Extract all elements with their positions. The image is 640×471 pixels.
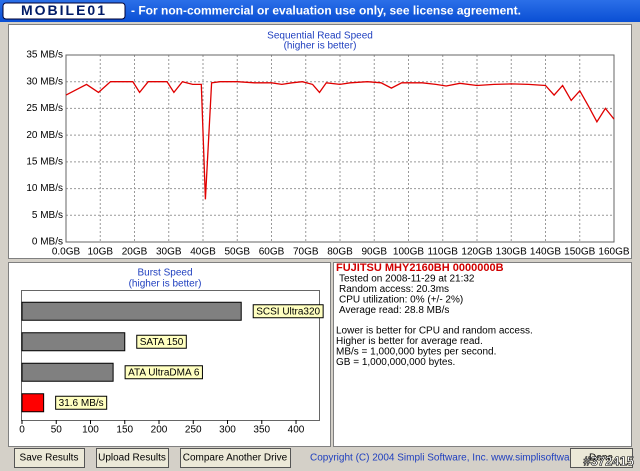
y-tick-label: 25 MB/s (26, 103, 63, 114)
label-box (124, 365, 203, 380)
chart-title: Burst Speed (137, 268, 192, 279)
plot-frame (65, 54, 615, 243)
x-tick-label: 150GB (564, 247, 595, 258)
bar (21, 301, 242, 321)
button[interactable] (570, 448, 633, 468)
logo-box (2, 2, 126, 20)
label-box (252, 304, 324, 319)
x-tick-label: 100 (82, 425, 99, 436)
x-tick-label: 60GB (259, 247, 285, 258)
x-tick-label: 50GB (224, 247, 250, 258)
bar (21, 393, 45, 413)
chart-subtitle: (higher is better) (129, 279, 202, 290)
read-panel (8, 24, 632, 259)
info-line: CPU utilization: 0% (+/- 2%) (339, 295, 463, 306)
info-note: Higher is better for average read. (336, 336, 483, 347)
x-tick-label: 10GB (87, 247, 113, 258)
title-bar (0, 0, 640, 22)
bar (21, 362, 114, 382)
x-tick-label: 110GB (428, 247, 459, 258)
x-tick-label: 150 (116, 425, 133, 436)
logo: MOBILE01 (21, 2, 107, 18)
y-tick-label: 5 MB/s (32, 210, 63, 221)
info-panel (333, 262, 632, 447)
value-label: 31.6 MB/s (59, 398, 104, 409)
x-tick-label: 90GB (361, 247, 387, 258)
x-tick-label: 350 (253, 425, 270, 436)
read-line (65, 80, 615, 200)
info-line: Tested on 2008-11-29 at 21:32 (339, 274, 475, 285)
x-tick-label: 140GB (530, 247, 561, 258)
button-label[interactable]: Upload Results (98, 453, 166, 464)
button[interactable] (96, 448, 169, 468)
window-title: - For non-commercial or evaluation use o… (131, 4, 521, 18)
label-box (136, 334, 187, 349)
y-tick-label: 30 MB/s (26, 76, 63, 87)
x-tick-label: 20GB (122, 247, 148, 258)
y-tick-label: 20 MB/s (26, 130, 63, 141)
info-line: Average read: 28.8 MB/s (339, 305, 449, 316)
chart-title: Sequential Read Speed (267, 31, 373, 42)
x-tick-label: 160GB (598, 247, 629, 258)
x-tick-label: 200 (151, 425, 168, 436)
info-note: MB/s = 1,000,000 bytes per second. (336, 347, 496, 358)
button-label[interactable]: Done (589, 453, 613, 464)
x-tick-label: 100GB (393, 247, 424, 258)
x-tick-label: 130GB (496, 247, 527, 258)
info-note: Lower is better for CPU and random acces… (336, 326, 533, 337)
x-tick-label: 70GB (293, 247, 319, 258)
bar (21, 332, 126, 352)
x-tick-label: 300 (219, 425, 236, 436)
button[interactable] (180, 448, 291, 468)
info-line: Random access: 20.3ms (339, 284, 449, 295)
x-tick-label: 50 (51, 425, 63, 436)
y-tick-label: 35 MB/s (26, 50, 63, 61)
x-tick-label: 120GB (461, 247, 492, 258)
x-tick-label: 0.0GB (52, 247, 81, 258)
watermark: #372415 (583, 453, 634, 468)
y-tick-label: 0 MB/s (32, 237, 63, 248)
button[interactable] (14, 448, 85, 468)
category-label: SCSI Ultra320 (256, 306, 320, 317)
copyright: Copyright (C) 2004 Simpli Software, Inc.… (310, 453, 600, 464)
category-label: ATA UltraDMA 6 (128, 367, 200, 378)
label-box (55, 395, 108, 410)
y-tick-label: 15 MB/s (26, 156, 63, 167)
info-note: GB = 1,000,000,000 bytes. (336, 357, 455, 368)
x-tick-label: 400 (288, 425, 305, 436)
button-label[interactable]: Save Results (20, 453, 79, 464)
category-label: SATA 150 (140, 337, 184, 348)
x-tick-label: 40GB (190, 247, 216, 258)
chart-subtitle: (higher is better) (284, 41, 357, 52)
button-label[interactable]: Compare Another Drive (183, 453, 288, 464)
y-tick-label: 10 MB/s (26, 183, 63, 194)
x-tick-label: 250 (185, 425, 202, 436)
x-tick-label: 0 (19, 425, 25, 436)
drive-name: FUJITSU MHY2160BH 0000000B (336, 262, 504, 274)
x-tick-label: 80GB (327, 247, 353, 258)
x-tick-label: 30GB (156, 247, 182, 258)
